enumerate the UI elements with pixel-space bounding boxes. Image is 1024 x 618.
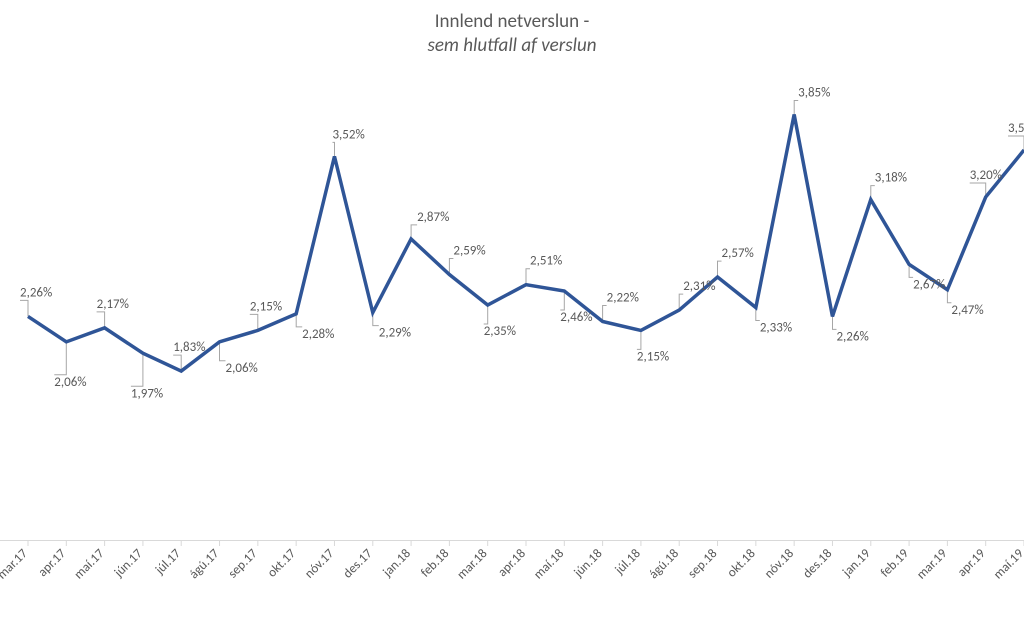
data-label: 2,67%: [913, 277, 945, 292]
data-label: 2,33%: [760, 321, 792, 336]
x-tick-label: apr.17: [35, 546, 69, 580]
x-tick-label: maí.18: [531, 546, 567, 582]
x-tick-label: maí.17: [71, 546, 107, 582]
x-tick-label: feb.18: [418, 546, 453, 581]
data-label: 2,06%: [54, 375, 86, 390]
x-tick-label: ágú.17: [187, 546, 223, 582]
x-tick-label: jan.19: [839, 546, 874, 581]
data-label: 2,35%: [484, 324, 516, 339]
data-label: 2,51%: [530, 254, 562, 269]
data-label: 1,83%: [173, 340, 205, 355]
x-tick-label: mar.18: [454, 546, 491, 583]
x-tick-label: maí.19: [991, 546, 1024, 582]
x-tick-label: des.18: [800, 546, 836, 582]
data-label: 2,87%: [417, 210, 449, 225]
x-tick-label: júl.18: [612, 546, 644, 578]
x-tick-label: jan.18: [380, 546, 415, 581]
data-label: 3,18%: [875, 171, 907, 186]
data-label: 3,20%: [970, 168, 1002, 183]
data-label: 2,28%: [302, 327, 334, 342]
x-tick-label: sep.17: [225, 546, 261, 582]
x-tick-label: jún.18: [571, 546, 606, 581]
chart-plot: 2,26% 2,06% 2,17% 1,97% 1,83% 2,06% 2,15% 2,28%…: [0, 0, 1024, 618]
x-tick-label: feb.19: [878, 546, 913, 581]
data-label: 2,15%: [250, 299, 282, 314]
x-tick-label: des.17: [340, 546, 376, 582]
data-label: 2,26%: [20, 285, 52, 300]
line-chart: Innlend netverslun - sem hlutfall af ver…: [0, 0, 1024, 618]
data-label: 2,59%: [453, 244, 485, 259]
x-tick-label: okt.17: [265, 546, 300, 581]
x-tick-label: nóv.17: [302, 546, 338, 582]
data-label: 2,47%: [951, 303, 983, 318]
x-tick-label: nóv.18: [762, 546, 798, 582]
data-label: 2,22%: [607, 291, 639, 306]
data-label: 3,57%: [1008, 121, 1024, 136]
x-tick-label: okt.18: [724, 546, 759, 581]
line-series: [28, 114, 1024, 371]
x-tick-label: mar.19: [914, 546, 951, 583]
data-label: 2,17%: [97, 297, 129, 312]
data-label: 1,97%: [131, 386, 163, 401]
data-label: 2,06%: [226, 361, 258, 376]
data-label: 3,52%: [332, 127, 364, 142]
x-tick-label: júl.17: [152, 546, 184, 578]
x-tick-label: apr.19: [955, 546, 989, 580]
x-tick-label: sep.18: [685, 546, 721, 582]
x-tick-label: apr.18: [495, 546, 529, 580]
data-label: 2,29%: [379, 326, 411, 341]
data-label: 2,26%: [836, 329, 868, 344]
x-tick-label: ágú.18: [646, 546, 682, 582]
data-label: 2,31%: [683, 279, 715, 294]
data-label: 2,15%: [637, 349, 669, 364]
data-label: 3,85%: [798, 85, 830, 100]
x-tick-label: mar.17: [0, 546, 31, 583]
data-label: 2,46%: [560, 310, 592, 325]
x-tick-label: jún.17: [111, 546, 146, 581]
data-label: 2,57%: [722, 246, 754, 261]
